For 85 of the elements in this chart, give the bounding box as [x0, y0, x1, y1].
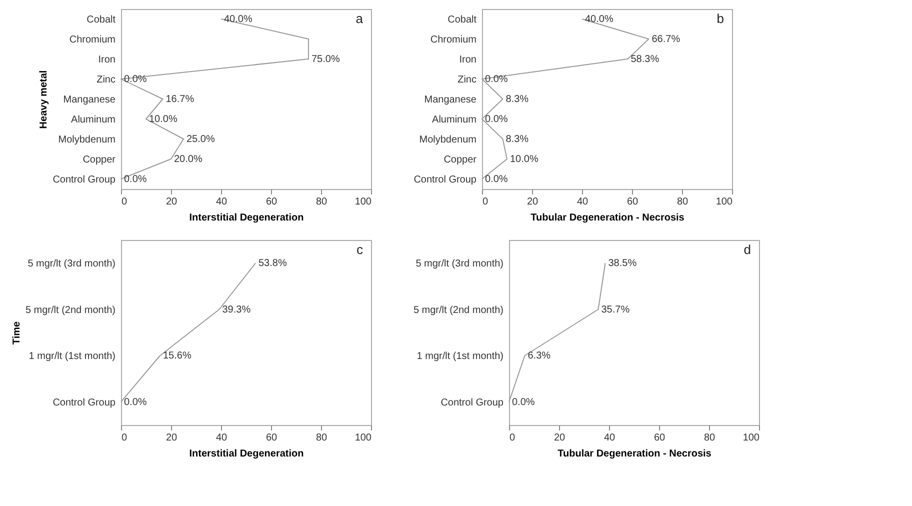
data-label: 40.0%: [224, 14, 252, 25]
x-tick-label: 20: [166, 432, 178, 444]
x-tick-label: 80: [316, 196, 328, 208]
data-label: 40.0%: [585, 14, 614, 25]
data-label: 0.0%: [485, 74, 508, 85]
y-tick-label: 5 mgr/lt (3rd month): [28, 258, 116, 270]
x-tick-label: 20: [526, 196, 538, 208]
x-tick-label: 60: [654, 432, 666, 444]
data-label: 0.0%: [124, 74, 147, 85]
x-axis-title: Interstitial Degeneration: [189, 448, 304, 460]
y-tick-label: Cobalt: [448, 14, 477, 26]
y-tick-label: Control Group: [414, 174, 477, 186]
x-tick-label: 40: [576, 196, 588, 208]
data-label: 10.0%: [149, 114, 178, 125]
y-tick-label: Molybdenum: [419, 134, 476, 146]
x-tick-label: 20: [166, 196, 178, 208]
y-tick-label: Chromium: [69, 34, 116, 46]
data-label: 16.7%: [166, 94, 194, 105]
y-tick-label: Chromium: [430, 34, 476, 46]
y-tick-label: Iron: [459, 54, 476, 66]
y-tick-label: Control Group: [52, 174, 116, 186]
x-tick-label: 20: [554, 432, 566, 444]
data-label: 66.7%: [652, 34, 680, 45]
y-tick-label: 1 mgr/lt (1st month): [28, 351, 116, 362]
annotation: b: [716, 11, 724, 26]
data-label: 0.0%: [124, 396, 147, 408]
data-label: 8.3%: [506, 94, 529, 105]
data-label: 0.0%: [485, 114, 508, 125]
y-tick-label: 5 mgr/lt (2nd month): [413, 304, 504, 316]
y-tick-label: Molybdenum: [58, 134, 116, 146]
x-tick-label: 60: [266, 196, 278, 208]
data-label: 6.3%: [528, 350, 551, 362]
data-label: 38.5%: [608, 258, 637, 270]
data-label: 58.3%: [630, 54, 660, 65]
x-tick-label: 0: [510, 432, 516, 444]
annotation: c: [356, 242, 364, 257]
y-tick-label: Aluminum: [71, 114, 116, 126]
x-tick-label: 100: [354, 432, 372, 444]
data-label: 0.0%: [512, 396, 535, 408]
y-tick-label: Copper: [444, 154, 478, 166]
x-tick-label: 40: [216, 196, 228, 208]
x-tick-label: 60: [266, 432, 278, 444]
x-axis-title: Interstitial Degeneration: [189, 212, 304, 224]
y-tick-label: 5 mgr/lt (3rd month): [416, 258, 504, 270]
y-tick-label: Zinc: [96, 74, 116, 86]
y-tick-label: Aluminum: [432, 114, 476, 126]
x-tick-label: 100: [716, 196, 733, 208]
data-label: 0.0%: [485, 174, 508, 185]
data-label: 75.0%: [312, 54, 340, 65]
y-tick-label: Iron: [98, 54, 116, 66]
x-tick-label: 0: [122, 432, 128, 444]
x-tick-label: 100: [354, 196, 372, 208]
data-label: 25.0%: [186, 134, 215, 145]
x-tick-label: 80: [316, 432, 328, 444]
y-tick-label: Control Group: [440, 397, 504, 408]
data-label: 20.0%: [174, 154, 202, 165]
x-tick-label: 40: [216, 432, 228, 444]
data-label: 53.8%: [258, 258, 287, 270]
data-label: 8.3%: [506, 134, 529, 145]
data-label: 39.3%: [222, 304, 251, 316]
y-tick-label: Manganese: [63, 94, 116, 106]
y-tick-label: Cobalt: [86, 14, 116, 26]
x-tick-label: 60: [626, 196, 638, 208]
data-label: 15.6%: [163, 350, 192, 362]
y-tick-label: Copper: [82, 154, 116, 166]
y-tick-label: Control Group: [52, 397, 116, 408]
x-axis-title: Tubular Degeneration - Necrosis: [558, 448, 712, 460]
data-label: 35.7%: [601, 304, 630, 316]
y-tick-label: Manganese: [424, 94, 477, 106]
y-tick-label: Zinc: [458, 74, 476, 86]
data-label: 10.0%: [510, 154, 538, 165]
data-label: 0.0%: [124, 174, 147, 185]
x-tick-label: 0: [482, 196, 488, 208]
x-tick-label: 100: [742, 432, 760, 444]
y-axis-title: Heavy metal: [38, 70, 50, 129]
x-tick-label: 0: [122, 196, 128, 208]
y-tick-label: 5 mgr/lt (2nd month): [25, 304, 116, 316]
annotation: a: [356, 11, 364, 26]
x-tick-label: 80: [704, 432, 716, 444]
y-tick-label: 1 mgr/lt (1st month): [416, 351, 504, 362]
y-axis-title: Time: [11, 320, 22, 345]
x-tick-label: 40: [604, 432, 616, 444]
x-axis-title: Tubular Degeneration - Necrosis: [530, 212, 685, 224]
annotation: d: [744, 242, 751, 257]
x-tick-label: 80: [676, 196, 688, 208]
